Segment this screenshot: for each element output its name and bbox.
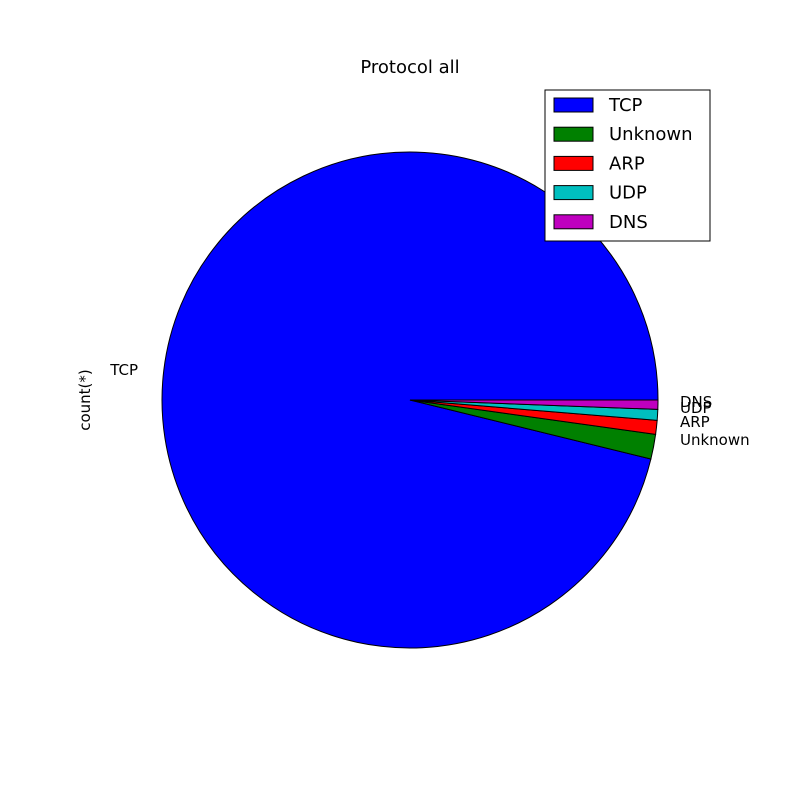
legend-swatch-dns [553,214,594,230]
slice-label-udp: UDP [680,399,712,417]
slice-label-dns: DNS [680,393,712,411]
legend-label-tcp: TCP [608,95,643,116]
pie-slice-dns [409,399,659,410]
legend-label-udp: UDP [609,183,647,204]
legend: TCP Unknown ARP UDP DNS [544,89,711,242]
pie-slices [161,151,659,649]
y-axis-label: count(*) [76,369,94,431]
slice-label-tcp: TCP [109,361,138,379]
legend-swatch-arp [553,155,594,171]
legend-label-arp: ARP [609,153,645,174]
legend-swatch-tcp [553,97,594,113]
slice-label-unknown: Unknown [680,431,750,449]
chart-title: Protocol all [360,57,459,78]
legend-swatch-unknown [553,126,594,142]
legend-swatch-udp [553,185,594,201]
legend-label-unknown: Unknown [609,124,693,145]
legend-label-dns: DNS [609,212,648,233]
slice-label-arp: ARP [680,413,710,431]
